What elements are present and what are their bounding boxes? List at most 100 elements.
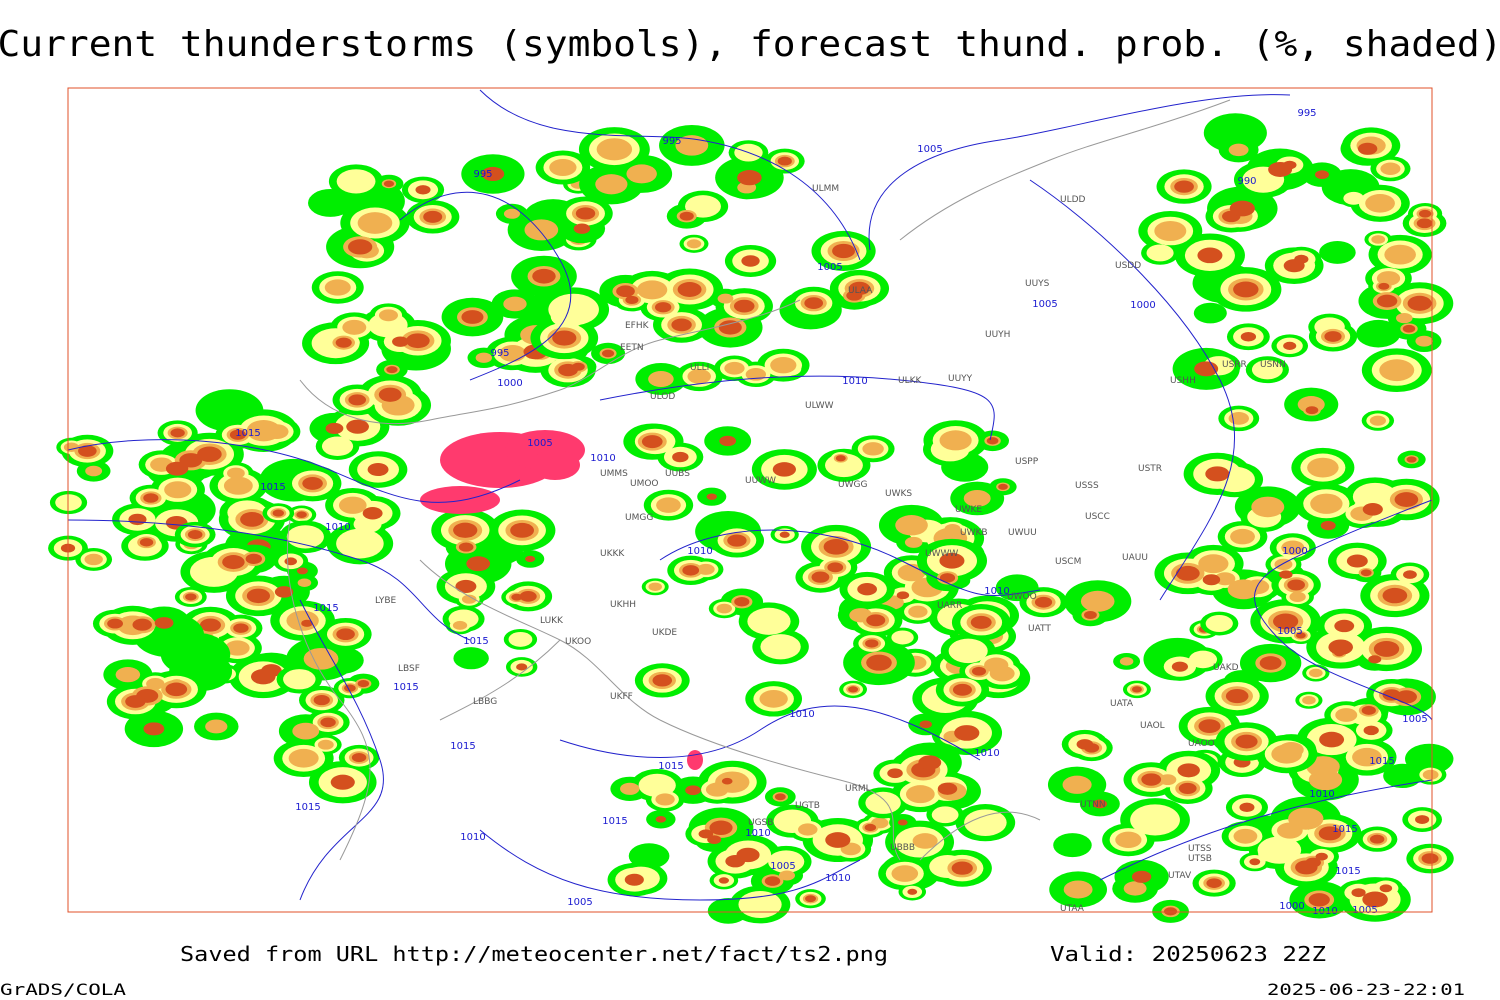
shading-cell [1395, 690, 1417, 704]
shading-cell [510, 522, 534, 538]
shading-cell [1352, 747, 1382, 767]
shading-cell [811, 571, 830, 583]
shading-cell [1279, 570, 1293, 579]
shading-cell [1154, 221, 1187, 241]
shading-cell [1307, 457, 1339, 478]
shading-cell [721, 777, 733, 785]
shading-cell [284, 557, 297, 566]
shading-cell [1225, 689, 1249, 704]
isobar-label: 1000 [497, 378, 522, 389]
shading-cell [1334, 650, 1345, 657]
shading-cell [1205, 466, 1230, 482]
station-label: ULKK [898, 376, 923, 386]
shading-cell [1193, 302, 1227, 324]
shading-cell [866, 654, 892, 671]
shading-cell [1198, 719, 1221, 733]
shading-cell [1214, 572, 1236, 586]
shading-cell [423, 210, 443, 223]
shading-cell [1396, 312, 1413, 324]
shading-cell [128, 513, 147, 526]
shading-cell [931, 806, 959, 824]
probability-shading [48, 113, 1454, 924]
shading-cell [336, 528, 384, 559]
shading-cell [348, 394, 367, 406]
isobar-label: 990 [1237, 176, 1256, 187]
shading-cell [737, 169, 762, 186]
shading-cell [1198, 554, 1229, 574]
shading-cell [499, 345, 527, 362]
shading-cell [1174, 180, 1194, 193]
shading-cell [1289, 591, 1306, 602]
station-label: USPP [1015, 457, 1039, 467]
shading-cell [1357, 142, 1378, 155]
station-label: ULMM [812, 184, 839, 194]
shading-cell [1230, 528, 1255, 545]
shading-cell [1123, 881, 1147, 896]
shading-cell [709, 820, 733, 836]
station-label: UMGG [625, 513, 653, 523]
shading-cell [718, 877, 730, 884]
shading-cell [823, 538, 849, 555]
shading-cell [516, 663, 528, 671]
station-label: UGTB [795, 801, 820, 811]
shading-cell [1053, 833, 1092, 858]
shading-cell [475, 352, 492, 363]
shading-cell [1365, 194, 1395, 213]
software: GrADS/COLA [0, 980, 126, 999]
shading-cell [1178, 782, 1197, 794]
shading-cell [1382, 587, 1408, 604]
shading-cell [952, 683, 972, 696]
shading-cell [1335, 708, 1358, 722]
shading-cell [1233, 828, 1258, 844]
shading-cell [455, 579, 477, 593]
shading-cell [552, 330, 577, 346]
shading-cell [347, 239, 373, 255]
shading-cell [296, 567, 308, 575]
shading-cell [458, 542, 474, 552]
station-label: LUKK [540, 616, 564, 626]
isobar [659, 529, 1041, 597]
shading-cell [1362, 891, 1388, 908]
shading-cell [154, 617, 174, 629]
shading-cell [798, 823, 818, 836]
isobar-label: 1010 [789, 709, 814, 720]
shading-cell [1308, 893, 1330, 907]
shading-cell [937, 782, 958, 795]
station-label: UMOO [630, 479, 659, 489]
station-label: UWKS [885, 489, 912, 499]
shading-cell [1405, 743, 1454, 775]
shading-cell [63, 442, 80, 452]
shading-cell [1351, 888, 1366, 898]
shading-cell [1383, 763, 1422, 789]
isobar-label: 1015 [295, 802, 320, 813]
shading-cell [636, 280, 668, 300]
shading-cell [760, 634, 801, 660]
coastline [287, 519, 371, 861]
coastline [299, 379, 561, 425]
shading-cell [532, 268, 556, 284]
station-label: EETN [620, 343, 644, 353]
shading-cell [741, 255, 760, 267]
shading-cell [970, 615, 992, 629]
shading-cell [1205, 615, 1233, 633]
isobar [299, 599, 385, 901]
shading-cell [648, 582, 662, 591]
station-label: UWWW [925, 549, 958, 559]
station-label: UUBS [665, 469, 690, 479]
shading-cell [778, 870, 796, 881]
station-label: ULWW [805, 401, 834, 411]
shading-cell [963, 489, 991, 507]
station-label: UWGG [838, 480, 867, 490]
shading-cell [897, 819, 908, 826]
shading-cell [115, 666, 141, 683]
shading-cell [596, 138, 633, 161]
shading-cell [897, 563, 926, 582]
station-label: ULOD [650, 392, 675, 402]
isobar [599, 375, 995, 441]
isobar-label: 1010 [590, 453, 615, 464]
station-label: USNN [1260, 360, 1286, 370]
isobar-label: 1005 [527, 438, 552, 449]
shading-cell [525, 555, 536, 563]
shading-cell [716, 603, 733, 614]
shading-cell [1309, 668, 1323, 678]
